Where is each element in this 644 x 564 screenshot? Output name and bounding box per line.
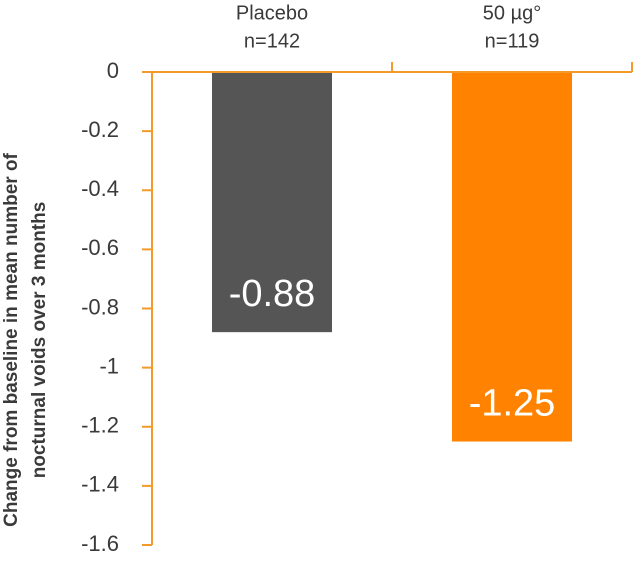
y-tick-label: -1.4 [81, 472, 119, 497]
bar [452, 72, 572, 442]
y-tick-label: -0.8 [81, 294, 119, 319]
y-axis-label: nocturnal voids over 3 months [29, 202, 50, 479]
sample-size: n=119 [485, 30, 540, 52]
y-tick-label: -1 [99, 353, 119, 378]
bar [212, 72, 332, 333]
y-tick-label: -0.2 [81, 117, 119, 142]
x-tick-label: 50 µg° [483, 2, 541, 24]
y-tick-label: -0.6 [81, 235, 119, 260]
y-tick-label: -0.4 [81, 176, 119, 201]
y-tick-label: -1.6 [81, 531, 119, 556]
y-axis-label: Change from baseline in mean number of [1, 152, 22, 526]
value-label: -0.88 [229, 273, 316, 315]
y-tick-label: -1.2 [81, 413, 119, 438]
y-tick-label: 0 [107, 58, 119, 83]
value-label: -1.25 [469, 383, 556, 425]
x-tick-label: Placebo [236, 2, 308, 24]
sample-size: n=142 [244, 30, 300, 52]
